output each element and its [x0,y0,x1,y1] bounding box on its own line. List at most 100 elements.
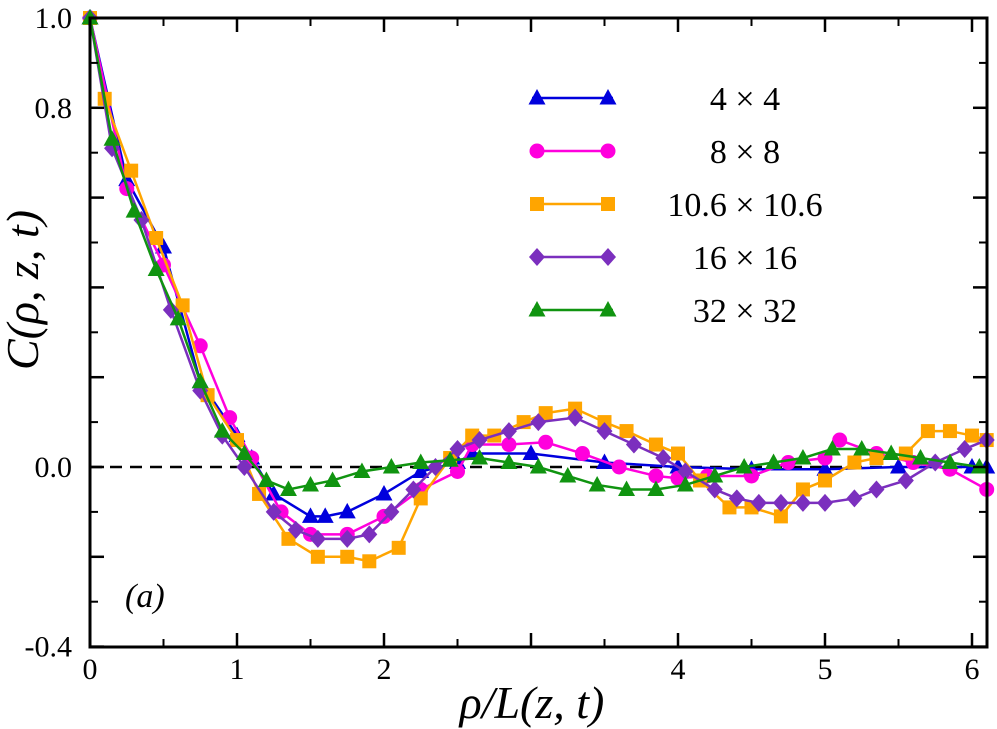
data-point [706,480,723,499]
data-point [324,471,342,487]
data-point [671,446,685,461]
data-point [471,449,489,465]
data-point [890,458,907,474]
data-point [846,489,863,508]
data-point [281,531,296,546]
x-tick-label: 6 [965,653,980,686]
data-point [750,493,767,512]
ticks-layer: 0 1 2 4 5 6 1.0 0.8 0.0 -0.4 [25,2,987,686]
y-tick-label: -0.4 [25,631,73,664]
data-point [383,502,400,521]
data-point [412,462,430,478]
panel-label: (a) [125,578,165,615]
legend-item: 4 × 4 [528,81,780,118]
data-point [773,509,788,524]
data-point [677,462,694,481]
legend-label: 10.6 × 10.6 [667,187,822,224]
data-point [795,482,810,497]
data-point [252,486,267,501]
data-point [175,298,190,313]
data-point [265,484,283,501]
x-tick-label: 2 [377,653,392,686]
data-point [869,451,884,466]
data-point [817,493,833,512]
data-point [941,453,959,470]
data-point [588,475,606,492]
x-tick-label: 5 [818,653,833,686]
legend-item: 8 × 8 [529,134,780,171]
data-point [868,480,885,499]
legend-marker-left [528,301,546,317]
legend-label: 8 × 8 [710,134,780,171]
data-point [257,471,275,487]
data-point [648,437,663,452]
data-point [316,507,334,523]
data-point [567,408,584,427]
data-point [213,422,231,438]
data-point [706,466,724,483]
data-point [942,424,957,439]
data-point [722,500,737,515]
x-tick-label: 0 [83,653,98,686]
legend-marker-left [530,197,544,211]
data-point [647,480,665,496]
data-point [471,431,488,450]
data-point [619,424,634,439]
y-tick-label: 1.0 [35,2,73,35]
data-point [353,462,371,478]
data-point [449,440,466,459]
data-point [169,309,187,326]
plot-frame [88,16,989,649]
data-point [823,440,841,456]
data-point [149,231,164,246]
data-point [676,475,694,492]
data-point [302,475,319,492]
legend-item: 32 × 32 [528,293,797,330]
data-point [340,549,355,564]
data-point [279,480,297,496]
data-point [618,480,636,496]
data-point [847,455,862,470]
data-point [382,458,400,474]
data-point [501,437,517,453]
data-point [450,463,465,479]
data-point [338,502,356,519]
data-point [920,424,935,439]
y-tick-label: 0.0 [35,451,73,484]
data-point [816,460,834,476]
plot-frame-layer [88,16,989,649]
legend-label: 32 × 32 [693,293,797,330]
data-point [405,480,422,499]
x-tick-label: 4 [671,653,686,686]
data-point [965,428,979,443]
data-point [339,529,356,548]
y-axis-label: C(ρ, z, t) [0,210,48,370]
legend-marker-right [599,301,617,317]
data-point [780,455,796,471]
data-point [500,422,517,441]
legend-marker-right [600,248,616,266]
data-point [538,406,553,421]
data-point [147,260,165,276]
data-point [882,444,900,461]
legend: 4 × 4 8 × 8 10.6 × 10.6 16 × 16 32 × 32 [528,81,823,330]
data-point [500,453,518,470]
data-point [391,540,406,555]
data-point [265,502,282,521]
data-point [236,458,253,476]
series-5 [81,9,988,496]
legend-marker-left [529,143,545,159]
data-point [832,432,848,448]
data-point [103,130,121,146]
data-point [191,372,209,389]
data-point [898,446,913,461]
data-point [530,413,547,432]
data-point [818,473,832,488]
data-point [287,520,304,539]
legend-marker-right [601,197,615,211]
data-point [302,507,319,523]
data-point [611,459,627,475]
data-point [765,453,783,470]
data-point [309,529,326,548]
